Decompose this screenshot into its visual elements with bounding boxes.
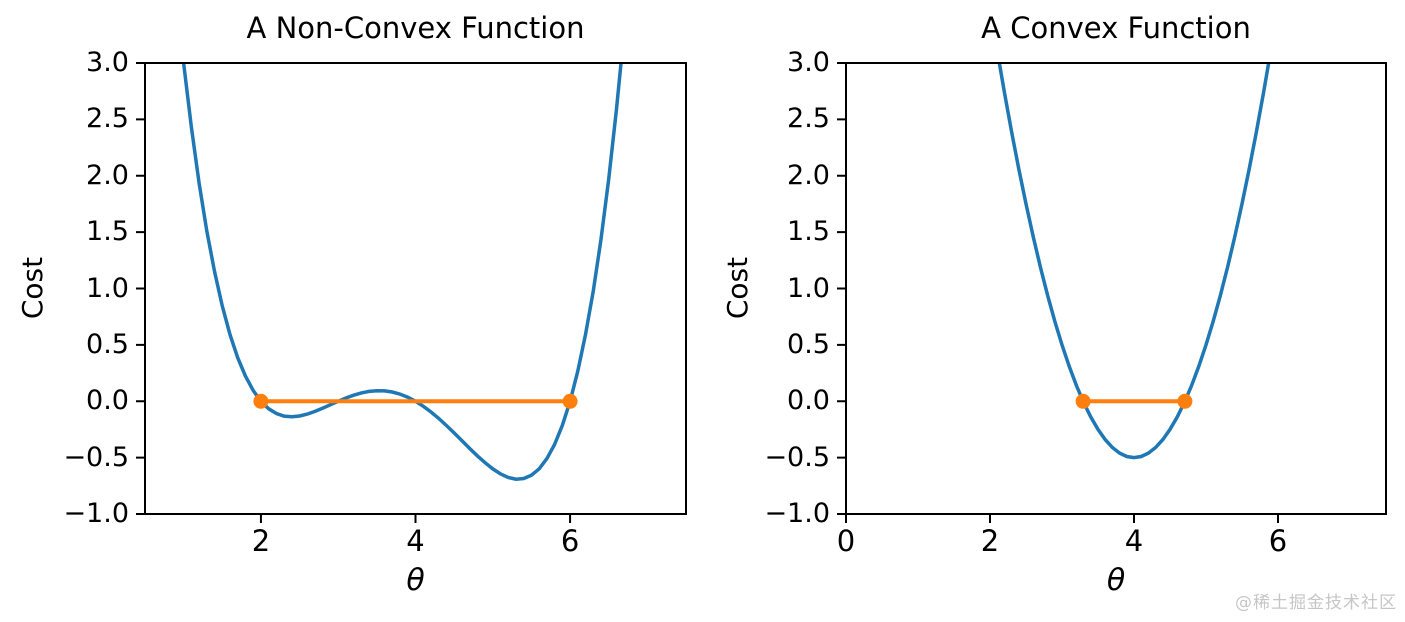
y-tick-label: 0.5	[787, 328, 830, 360]
axes-frame	[144, 62, 687, 515]
x-tick-label: 4	[1124, 524, 1144, 558]
nonconvex-chord-endpoint-marker	[253, 393, 269, 409]
y-tick-label: −1.0	[764, 498, 830, 529]
y-tick-label: 3.0	[86, 47, 129, 78]
x-tick-label: 2	[980, 524, 1000, 558]
x-tick-label: 4	[406, 524, 425, 558]
y-tick-label: 1.0	[86, 272, 129, 304]
y-tick-label: −1.0	[63, 498, 129, 529]
left-plot-title: A Non-Convex Function	[246, 11, 585, 45]
right-plot-title: A Convex Function	[981, 11, 1251, 45]
y-tick-label: 1.0	[787, 272, 830, 304]
right-x-axis-label: θ	[1106, 563, 1126, 598]
y-tick-label: 2.0	[787, 159, 830, 191]
axes-frame	[845, 62, 1387, 515]
y-tick-label: 2.0	[86, 159, 129, 191]
y-tick-label: −0.5	[764, 441, 830, 473]
y-tick-label: 0.0	[787, 385, 830, 417]
y-tick-label: 1.5	[787, 216, 830, 248]
convex-chord-endpoint-marker	[1075, 393, 1091, 409]
watermark: @稀土掘金技术社区	[1235, 593, 1397, 613]
x-tick-label: 6	[560, 524, 580, 558]
y-tick-label: 2.5	[787, 103, 830, 135]
left-x-axis-label: θ	[406, 563, 425, 598]
convex-chord-endpoint-marker	[1177, 393, 1193, 409]
nonconvex-chord-endpoint-marker	[562, 393, 578, 409]
nonconvex-cost-curve-line	[181, 63, 623, 481]
convex-cost-curve-line	[997, 63, 1271, 460]
y-tick-label: 0.0	[86, 385, 129, 417]
y-tick-label: 3.0	[787, 47, 830, 78]
x-tick-label: 0	[836, 524, 856, 558]
y-tick-label: 1.5	[86, 216, 129, 248]
y-tick-label: −0.5	[63, 441, 129, 473]
x-tick-label: 2	[251, 524, 271, 558]
y-tick-label: 2.5	[86, 103, 129, 135]
y-tick-label: 0.5	[86, 328, 129, 360]
x-tick-label: 6	[1268, 524, 1288, 558]
